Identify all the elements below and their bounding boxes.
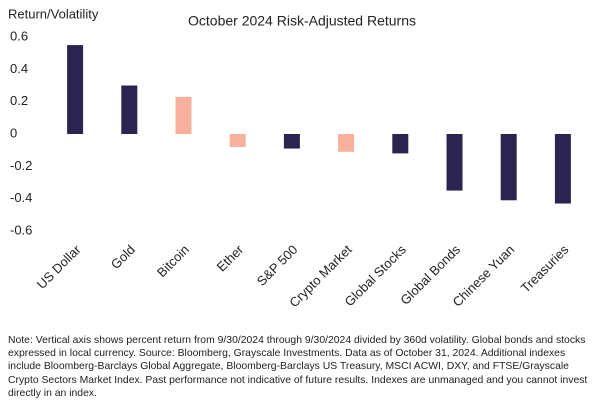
y-tick-label: 0.6	[10, 28, 28, 43]
x-tick-label: Bitcoin	[154, 242, 192, 280]
x-tick-label: S&P 500	[254, 242, 301, 289]
chart-title: October 2024 Risk-Adjusted Returns	[188, 13, 416, 29]
x-tick-label: US Dollar	[34, 241, 84, 291]
bar	[554, 134, 571, 204]
note: Note: Vertical axis shows percent return…	[8, 335, 588, 399]
bar	[392, 134, 409, 154]
chart: October 2024 Risk-Adjusted Returns Retur…	[8, 6, 572, 310]
bar	[229, 134, 246, 147]
y-tick-label: 0	[10, 125, 17, 140]
bar	[121, 85, 138, 134]
y-tick-label: -0.6	[10, 222, 32, 237]
bar	[67, 45, 84, 135]
bar	[446, 134, 463, 191]
bar	[175, 96, 192, 134]
bar	[500, 134, 517, 201]
y-tick-label: 0.4	[10, 61, 28, 76]
x-tick-label: Treasuries	[518, 242, 572, 296]
y-tick-label: -0.2	[10, 158, 32, 173]
y-tick-label: 0.2	[10, 93, 28, 108]
x-tick-label: Ether	[214, 241, 247, 274]
y-tick-label: -0.4	[10, 190, 32, 205]
bar	[283, 134, 300, 149]
bar	[338, 134, 355, 152]
y-axis-label: Return/Volatility	[8, 6, 99, 21]
x-tick-label: Gold	[108, 242, 138, 272]
